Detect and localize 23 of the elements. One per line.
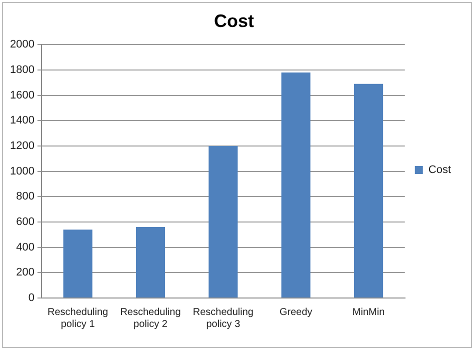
x-tick-label: Rescheduling policy 1 [48, 306, 108, 330]
bar [136, 227, 166, 298]
bar [281, 72, 310, 298]
bar [354, 84, 384, 298]
y-tick-label: 800 [16, 190, 34, 203]
chart-title: Cost [214, 10, 254, 31]
bar [208, 146, 238, 298]
y-tick-label: 600 [16, 216, 34, 228]
y-tick-label: 0 [28, 292, 34, 304]
y-tick-label: 2000 [10, 38, 34, 51]
bar [63, 230, 92, 298]
x-tick-label: Rescheduling policy 3 [192, 306, 254, 330]
y-tick-label: 400 [16, 241, 34, 254]
y-tick-label: 200 [16, 266, 34, 279]
x-tick-label: Greedy [279, 306, 312, 318]
y-tick-label: 1200 [10, 140, 34, 152]
y-tick-label: 1000 [10, 165, 34, 178]
y-tick-label: 1400 [10, 114, 34, 127]
legend-label: Cost [428, 164, 452, 176]
x-tick-label: MinMin [352, 306, 385, 318]
y-tick-label: 1800 [10, 64, 34, 76]
y-tick-label: 1600 [10, 89, 34, 102]
x-tick-label: Rescheduling policy 2 [120, 306, 181, 330]
